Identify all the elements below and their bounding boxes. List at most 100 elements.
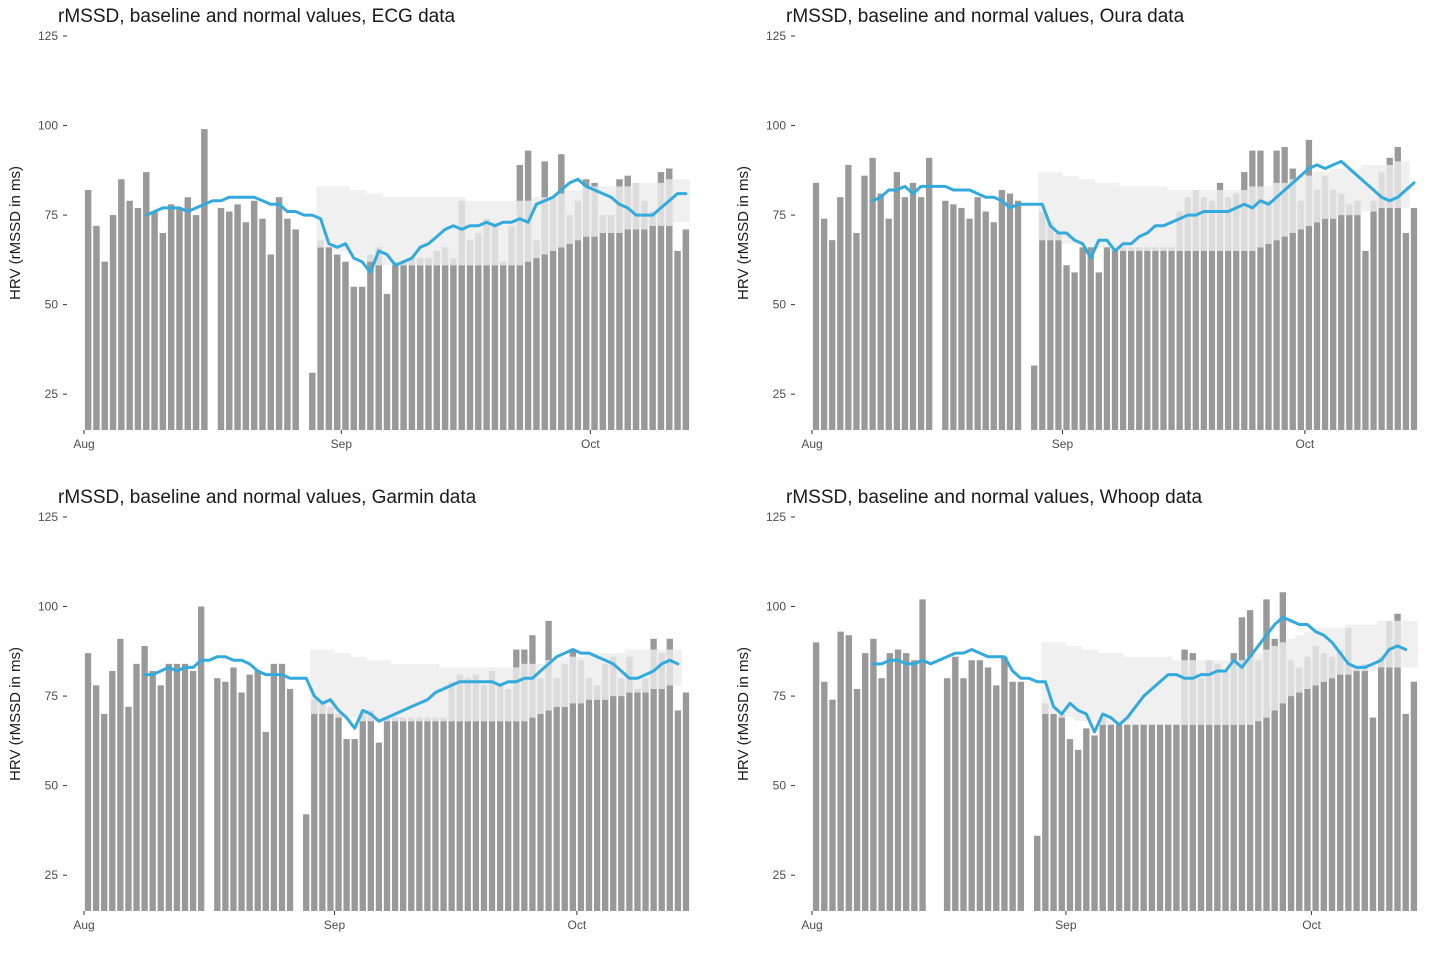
bar-in-range <box>425 258 432 266</box>
bar <box>1047 240 1054 430</box>
bar <box>821 681 828 911</box>
bar <box>1378 207 1385 430</box>
normal-range-band <box>1038 161 1410 251</box>
bar-above-range <box>650 638 657 650</box>
bar <box>184 197 192 430</box>
bar <box>553 706 560 911</box>
bar-in-range <box>1136 247 1143 251</box>
bar <box>966 218 973 430</box>
bar-in-range <box>1144 247 1151 251</box>
bar <box>1320 681 1328 911</box>
bar-in-range <box>375 247 382 266</box>
bar <box>101 714 108 911</box>
bar <box>607 233 615 430</box>
bar-in-range <box>416 258 424 266</box>
bar <box>275 197 283 430</box>
bar-in-range <box>1328 656 1336 679</box>
bar <box>375 742 383 911</box>
y-tick-label: 25 <box>773 387 787 401</box>
bar-above-range <box>666 168 673 180</box>
bar-in-range <box>1273 182 1280 241</box>
bar <box>159 233 167 430</box>
y-tick-label: 100 <box>766 600 786 614</box>
bar <box>878 678 885 911</box>
bar-above-range <box>545 620 552 661</box>
bar-in-range <box>626 656 633 693</box>
bar <box>958 207 965 430</box>
bar-in-range <box>1394 620 1401 668</box>
bar-above-range <box>1281 147 1288 183</box>
y-tick-label: 75 <box>773 689 787 703</box>
bar-in-range <box>1354 200 1361 216</box>
y-tick-label: 75 <box>45 208 59 222</box>
y-tick-label: 75 <box>45 689 59 703</box>
bar-in-range <box>1297 200 1304 230</box>
bar <box>1345 674 1352 911</box>
y-tick-label: 125 <box>38 29 58 43</box>
bar <box>1001 656 1008 911</box>
bar <box>1354 215 1361 430</box>
bar <box>508 265 515 430</box>
bar-above-range <box>1238 617 1246 661</box>
x-tick-label: Aug <box>73 437 94 451</box>
bar-in-range <box>400 261 407 266</box>
bar <box>134 207 142 430</box>
bar-in-range <box>432 717 439 722</box>
bar <box>666 225 673 430</box>
chart-title: rMSSD, baseline and normal values, ECG d… <box>58 6 456 27</box>
bar <box>591 236 598 430</box>
bar-above-range <box>1241 172 1248 191</box>
y-tick-label: 100 <box>38 600 58 614</box>
bar <box>1058 717 1065 911</box>
chart-svg-ecg: rMSSD, baseline and normal values, ECG d… <box>7 6 690 451</box>
bar <box>1279 703 1287 911</box>
bar <box>1337 674 1344 911</box>
bar-in-range <box>569 656 576 704</box>
bar <box>1402 714 1409 911</box>
bar-in-range <box>1378 172 1385 208</box>
bar-in-range <box>558 193 565 248</box>
bar-in-range <box>480 685 488 722</box>
bar <box>242 222 250 430</box>
bar-in-range <box>327 706 334 714</box>
bar <box>1176 250 1183 430</box>
bar <box>952 656 959 911</box>
bar <box>192 215 200 430</box>
bar-in-range <box>475 233 482 266</box>
bar <box>458 265 465 430</box>
bar <box>549 250 557 430</box>
y-tick-label: 75 <box>773 208 787 222</box>
y-tick-label: 100 <box>38 119 58 133</box>
bar-in-range <box>450 258 457 266</box>
bar <box>101 261 108 430</box>
bar-in-range <box>1224 197 1232 251</box>
bar-in-range <box>383 717 391 722</box>
bar <box>919 599 926 911</box>
x-tick-label: Oct <box>1296 437 1315 451</box>
bar <box>335 717 342 911</box>
bar <box>125 706 132 911</box>
bar <box>1265 243 1272 430</box>
bar-in-range <box>1271 645 1278 711</box>
bar-in-range <box>488 671 496 722</box>
bar-above-range <box>516 164 524 201</box>
bar <box>674 710 682 911</box>
bar-in-range <box>1386 164 1393 208</box>
x-tick-label: Aug <box>801 918 822 932</box>
bar <box>181 663 189 911</box>
bar <box>1132 724 1139 911</box>
chart-panel-oura: rMSSD, baseline and normal values, Oura … <box>728 0 1456 481</box>
bar <box>496 721 504 911</box>
bar <box>1184 250 1191 430</box>
bar <box>853 688 861 911</box>
x-tick-label: Aug <box>801 437 822 451</box>
bar <box>1304 688 1311 911</box>
bar <box>1287 696 1295 911</box>
bar-in-range <box>1197 678 1205 725</box>
bar <box>250 200 258 430</box>
bar <box>1031 365 1038 430</box>
bar <box>1273 240 1280 430</box>
bar <box>1205 724 1213 911</box>
bar <box>1281 236 1288 430</box>
bar-in-range <box>1265 200 1272 244</box>
